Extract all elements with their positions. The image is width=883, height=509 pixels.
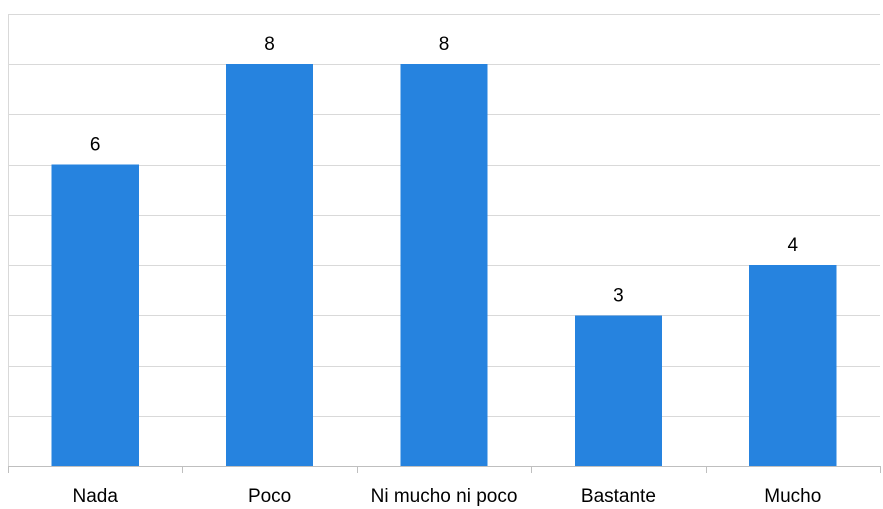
category-label: Ni mucho ni poco (371, 486, 518, 507)
bars (51, 64, 837, 466)
category-labels: Nada Poco Ni mucho ni poco Bastante Mucho (72, 486, 821, 507)
bar-poco (226, 64, 314, 466)
bar-nada (51, 164, 139, 466)
data-label: 8 (439, 34, 450, 55)
bar-ni-mucho-ni-poco (400, 64, 488, 466)
data-label: 6 (90, 135, 101, 156)
category-label: Poco (248, 486, 291, 507)
data-label: 3 (613, 285, 624, 306)
category-label: Mucho (764, 486, 821, 507)
bar-mucho (749, 265, 837, 466)
data-labels: 6 8 8 3 4 (90, 34, 799, 306)
category-label: Bastante (581, 486, 656, 507)
x-axis (8, 466, 881, 473)
category-label: Nada (72, 486, 118, 507)
data-label: 8 (264, 34, 275, 55)
data-label: 4 (788, 235, 799, 256)
bar-bastante (574, 315, 662, 466)
